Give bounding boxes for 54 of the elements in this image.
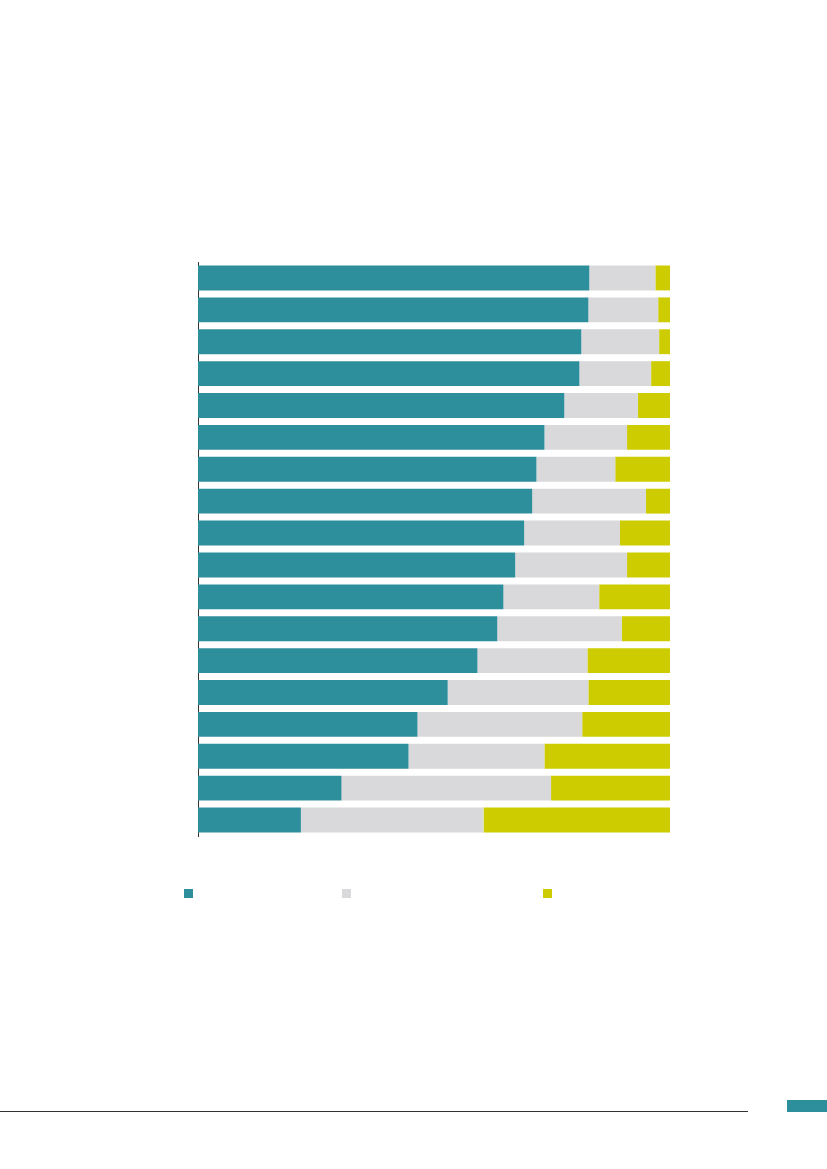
bar [198,456,537,482]
bar [588,680,670,705]
bar [417,711,583,737]
bar [198,711,418,737]
bar [581,329,660,355]
bar [408,743,545,769]
bar [627,424,670,450]
bar [198,520,525,546]
bar [564,393,638,418]
bar [536,456,616,482]
bar [503,584,600,610]
bar [544,424,628,450]
bar [544,743,670,769]
bar [198,361,580,387]
bar [659,329,670,355]
bar [477,648,588,674]
bar [198,329,582,355]
bar [341,775,552,801]
bar [198,743,409,769]
bar [655,265,670,291]
bar [621,616,670,642]
bar [198,680,448,705]
bar [497,616,622,642]
bar [588,297,659,323]
bar [198,488,533,514]
bar [615,456,670,482]
bar [198,807,301,833]
bar [300,807,484,833]
bar [198,265,590,291]
bar [198,393,565,418]
bar [198,648,478,674]
bar [198,616,498,642]
bar [582,711,670,737]
bar [627,552,670,578]
bar [198,297,589,323]
bar [599,584,670,610]
bar [589,265,656,291]
bar [587,648,670,674]
bar [637,393,670,418]
bar [515,552,628,578]
bar [198,584,504,610]
bar [198,775,342,801]
bar [198,424,545,450]
bar [658,297,670,323]
bar [551,775,670,801]
bar [483,807,670,833]
bar [447,680,589,705]
bar [579,361,652,387]
bar [532,488,646,514]
bar [198,552,516,578]
bar [619,520,670,546]
bar [651,361,670,387]
bar [645,488,670,514]
bar [524,520,620,546]
